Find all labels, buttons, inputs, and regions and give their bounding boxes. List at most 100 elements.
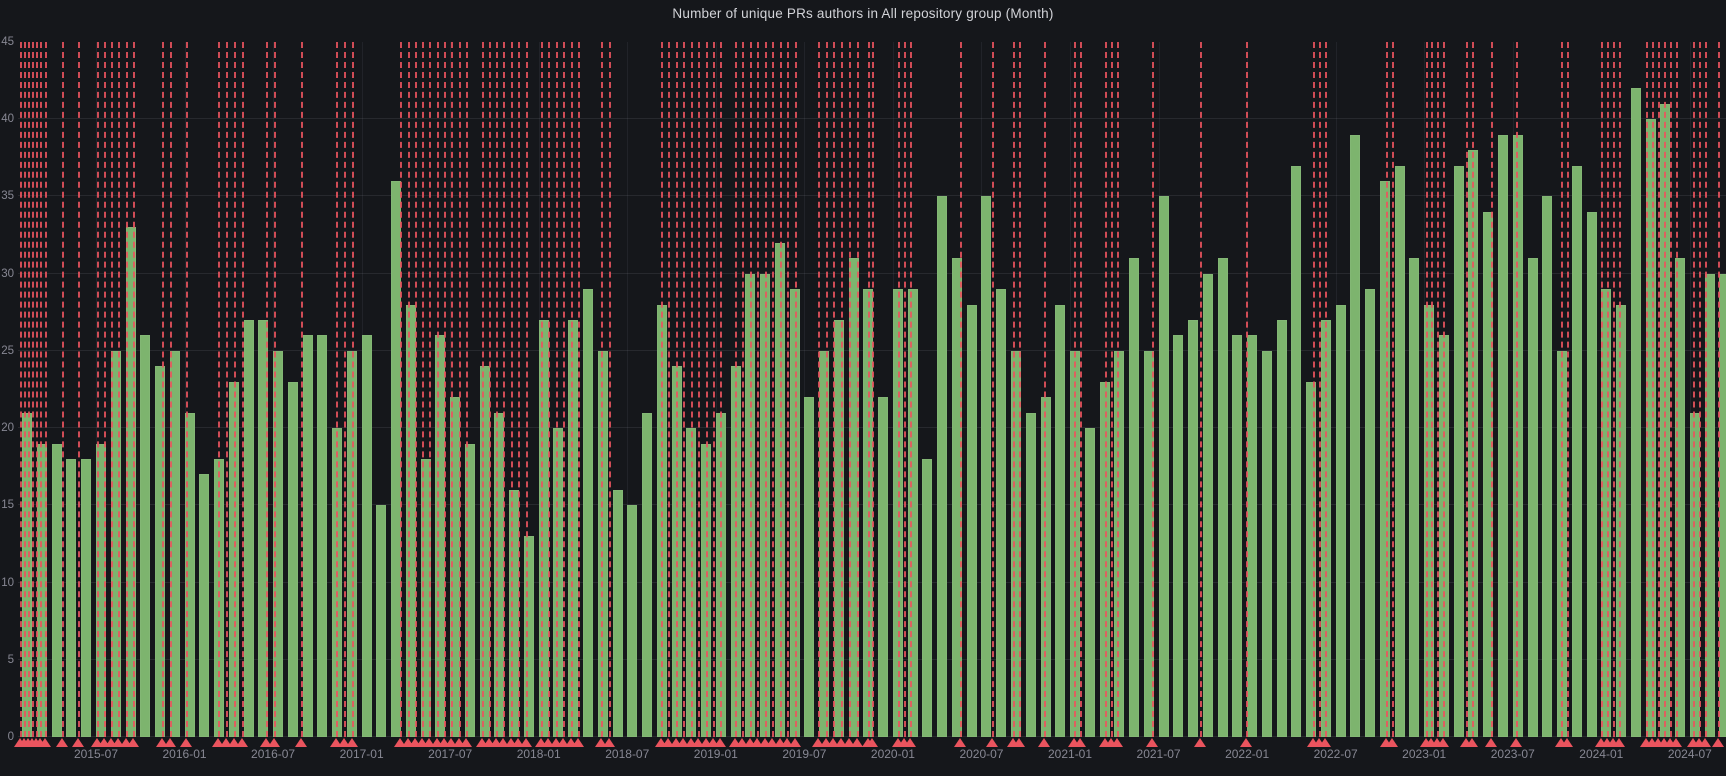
annotation-marker-icon[interactable] [655, 738, 667, 747]
bar-2020-03[interactable] [922, 459, 933, 737]
bar-2016-04[interactable] [228, 381, 239, 737]
bar-2024-08[interactable] [1704, 273, 1715, 737]
bar-2018-01[interactable] [538, 320, 549, 737]
bar-2016-09[interactable] [302, 335, 313, 737]
bar-2022-10[interactable] [1379, 181, 1390, 737]
bar-2019-09[interactable] [833, 320, 844, 737]
annotation-marker-icon[interactable] [72, 738, 84, 747]
bar-2024-06[interactable] [1675, 258, 1686, 737]
bar-2018-02[interactable] [553, 428, 564, 737]
bar-2016-08[interactable] [287, 381, 298, 737]
bar-2024-02[interactable] [1616, 304, 1627, 737]
annotation-marker-icon[interactable] [338, 738, 350, 747]
bar-2022-11[interactable] [1394, 165, 1405, 737]
annotation-marker-icon[interactable] [180, 738, 192, 747]
annotation-marker-icon[interactable] [445, 738, 457, 747]
bar-2017-11[interactable] [509, 489, 520, 737]
bar-2021-07[interactable] [1158, 196, 1169, 737]
bar-2020-09[interactable] [1010, 350, 1021, 737]
bar-2021-10[interactable] [1202, 273, 1213, 737]
bar-2015-12[interactable] [169, 350, 180, 737]
bar-2021-12[interactable] [1232, 335, 1243, 737]
annotation-marker-icon[interactable] [520, 738, 532, 747]
bar-2022-09[interactable] [1365, 289, 1376, 737]
annotation-marker-icon[interactable] [512, 738, 524, 747]
bar-2015-07[interactable] [95, 443, 106, 737]
annotation-marker-icon[interactable] [1013, 738, 1025, 747]
bar-2023-05[interactable] [1483, 211, 1494, 737]
annotation-marker-icon[interactable] [212, 738, 224, 747]
annotation-marker-icon[interactable] [409, 738, 421, 747]
annotation-marker-icon[interactable] [394, 738, 406, 747]
annotation-marker-icon[interactable] [490, 738, 502, 747]
chart-plot-area[interactable] [18, 42, 1726, 737]
annotation-marker-icon[interactable] [497, 738, 509, 747]
bar-2021-06[interactable] [1143, 350, 1154, 737]
bar-2022-02[interactable] [1261, 350, 1272, 737]
bar-2015-05[interactable] [66, 459, 77, 737]
bar-2019-06[interactable] [789, 289, 800, 737]
annotation-marker-icon[interactable] [505, 738, 517, 747]
bar-2022-03[interactable] [1276, 320, 1287, 737]
annotation-marker-icon[interactable] [1319, 738, 1331, 747]
annotation-marker-icon[interactable] [986, 738, 998, 747]
annotation-marker-icon[interactable] [714, 738, 726, 747]
annotation-marker-icon[interactable] [1712, 738, 1724, 747]
bar-2020-12[interactable] [1055, 304, 1066, 737]
bar-2017-07[interactable] [450, 397, 461, 737]
annotation-marker-icon[interactable] [1386, 738, 1398, 747]
annotation-marker-icon[interactable] [685, 738, 697, 747]
bar-2017-09[interactable] [479, 366, 490, 737]
bar-2017-02[interactable] [376, 505, 387, 737]
bar-2020-01[interactable] [892, 289, 903, 737]
bar-2024-03[interactable] [1630, 88, 1641, 737]
annotation-marker-icon[interactable] [572, 738, 584, 747]
bar-2016-01[interactable] [184, 412, 195, 737]
annotation-marker-icon[interactable] [759, 738, 771, 747]
annotation-marker-icon[interactable] [1194, 738, 1206, 747]
annotation-marker-icon[interactable] [1146, 738, 1158, 747]
bar-2023-03[interactable] [1453, 165, 1464, 737]
bar-2022-05[interactable] [1306, 381, 1317, 737]
annotation-marker-icon[interactable] [220, 738, 232, 747]
annotation-marker-icon[interactable] [98, 738, 110, 747]
annotation-marker-icon[interactable] [1699, 738, 1711, 747]
annotation-marker-icon[interactable] [542, 738, 554, 747]
annotation-marker-icon[interactable] [460, 738, 472, 747]
annotation-marker-icon[interactable] [260, 738, 272, 747]
bar-2022-08[interactable] [1350, 134, 1361, 737]
bar-2022-04[interactable] [1291, 165, 1302, 737]
annotation-marker-icon[interactable] [827, 738, 839, 747]
annotation-marker-icon[interactable] [453, 738, 465, 747]
annotation-marker-icon[interactable] [1240, 738, 1252, 747]
annotation-marker-icon[interactable] [56, 738, 68, 747]
bar-2015-10[interactable] [140, 335, 151, 737]
annotation-marker-icon[interactable] [766, 738, 778, 747]
bar-2021-02[interactable] [1084, 428, 1095, 737]
bar-2022-07[interactable] [1335, 304, 1346, 737]
annotation-marker-icon[interactable] [105, 738, 117, 747]
annotation-marker-icon[interactable] [851, 738, 863, 747]
annotation-marker-icon[interactable] [904, 738, 916, 747]
annotation-marker-icon[interactable] [1074, 738, 1086, 747]
bar-2024-01[interactable] [1601, 289, 1612, 737]
bar-2015-08[interactable] [110, 350, 121, 737]
bar-2019-07[interactable] [804, 397, 815, 737]
bar-2015-02[interactable] [22, 412, 33, 737]
bar-2024-04[interactable] [1645, 119, 1656, 737]
bar-2020-07[interactable] [981, 196, 992, 737]
bar-2018-04[interactable] [583, 289, 593, 737]
annotation-marker-icon[interactable] [700, 738, 712, 747]
bar-2020-10[interactable] [1025, 412, 1036, 737]
annotation-marker-icon[interactable] [39, 738, 51, 747]
bar-2021-04[interactable] [1114, 350, 1125, 737]
bar-2018-08[interactable] [642, 412, 653, 737]
bar-2017-03[interactable] [391, 181, 402, 737]
bar-2016-10[interactable] [317, 335, 328, 737]
annotation-marker-icon[interactable] [295, 738, 307, 747]
annotation-marker-icon[interactable] [346, 738, 358, 747]
bar-2017-10[interactable] [494, 412, 505, 737]
bar-2018-03[interactable] [568, 320, 579, 737]
annotation-marker-icon[interactable] [954, 738, 966, 747]
bar-2021-03[interactable] [1099, 381, 1110, 737]
